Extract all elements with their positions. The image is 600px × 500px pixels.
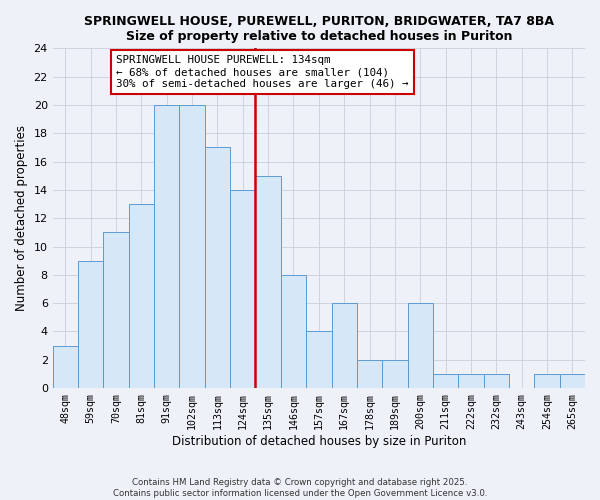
Bar	[560, 374, 585, 388]
Bar	[103, 232, 129, 388]
Bar	[53, 346, 78, 388]
Text: Contains HM Land Registry data © Crown copyright and database right 2025.
Contai: Contains HM Land Registry data © Crown c…	[113, 478, 487, 498]
Bar	[179, 105, 205, 388]
Title: SPRINGWELL HOUSE, PUREWELL, PURITON, BRIDGWATER, TA7 8BA
Size of property relati: SPRINGWELL HOUSE, PUREWELL, PURITON, BRI…	[84, 15, 554, 43]
Text: SPRINGWELL HOUSE PUREWELL: 134sqm
← 68% of detached houses are smaller (104)
30%: SPRINGWELL HOUSE PUREWELL: 134sqm ← 68% …	[116, 56, 409, 88]
Bar	[433, 374, 458, 388]
Bar	[154, 105, 179, 388]
Bar	[129, 204, 154, 388]
Bar	[458, 374, 484, 388]
Bar	[484, 374, 509, 388]
Bar	[78, 260, 103, 388]
Bar	[382, 360, 407, 388]
Bar	[281, 275, 306, 388]
Bar	[256, 176, 281, 388]
X-axis label: Distribution of detached houses by size in Puriton: Distribution of detached houses by size …	[172, 434, 466, 448]
Bar	[407, 303, 433, 388]
Bar	[306, 332, 332, 388]
Y-axis label: Number of detached properties: Number of detached properties	[15, 125, 28, 311]
Bar	[332, 303, 357, 388]
Bar	[357, 360, 382, 388]
Bar	[205, 148, 230, 388]
Bar	[535, 374, 560, 388]
Bar	[230, 190, 256, 388]
